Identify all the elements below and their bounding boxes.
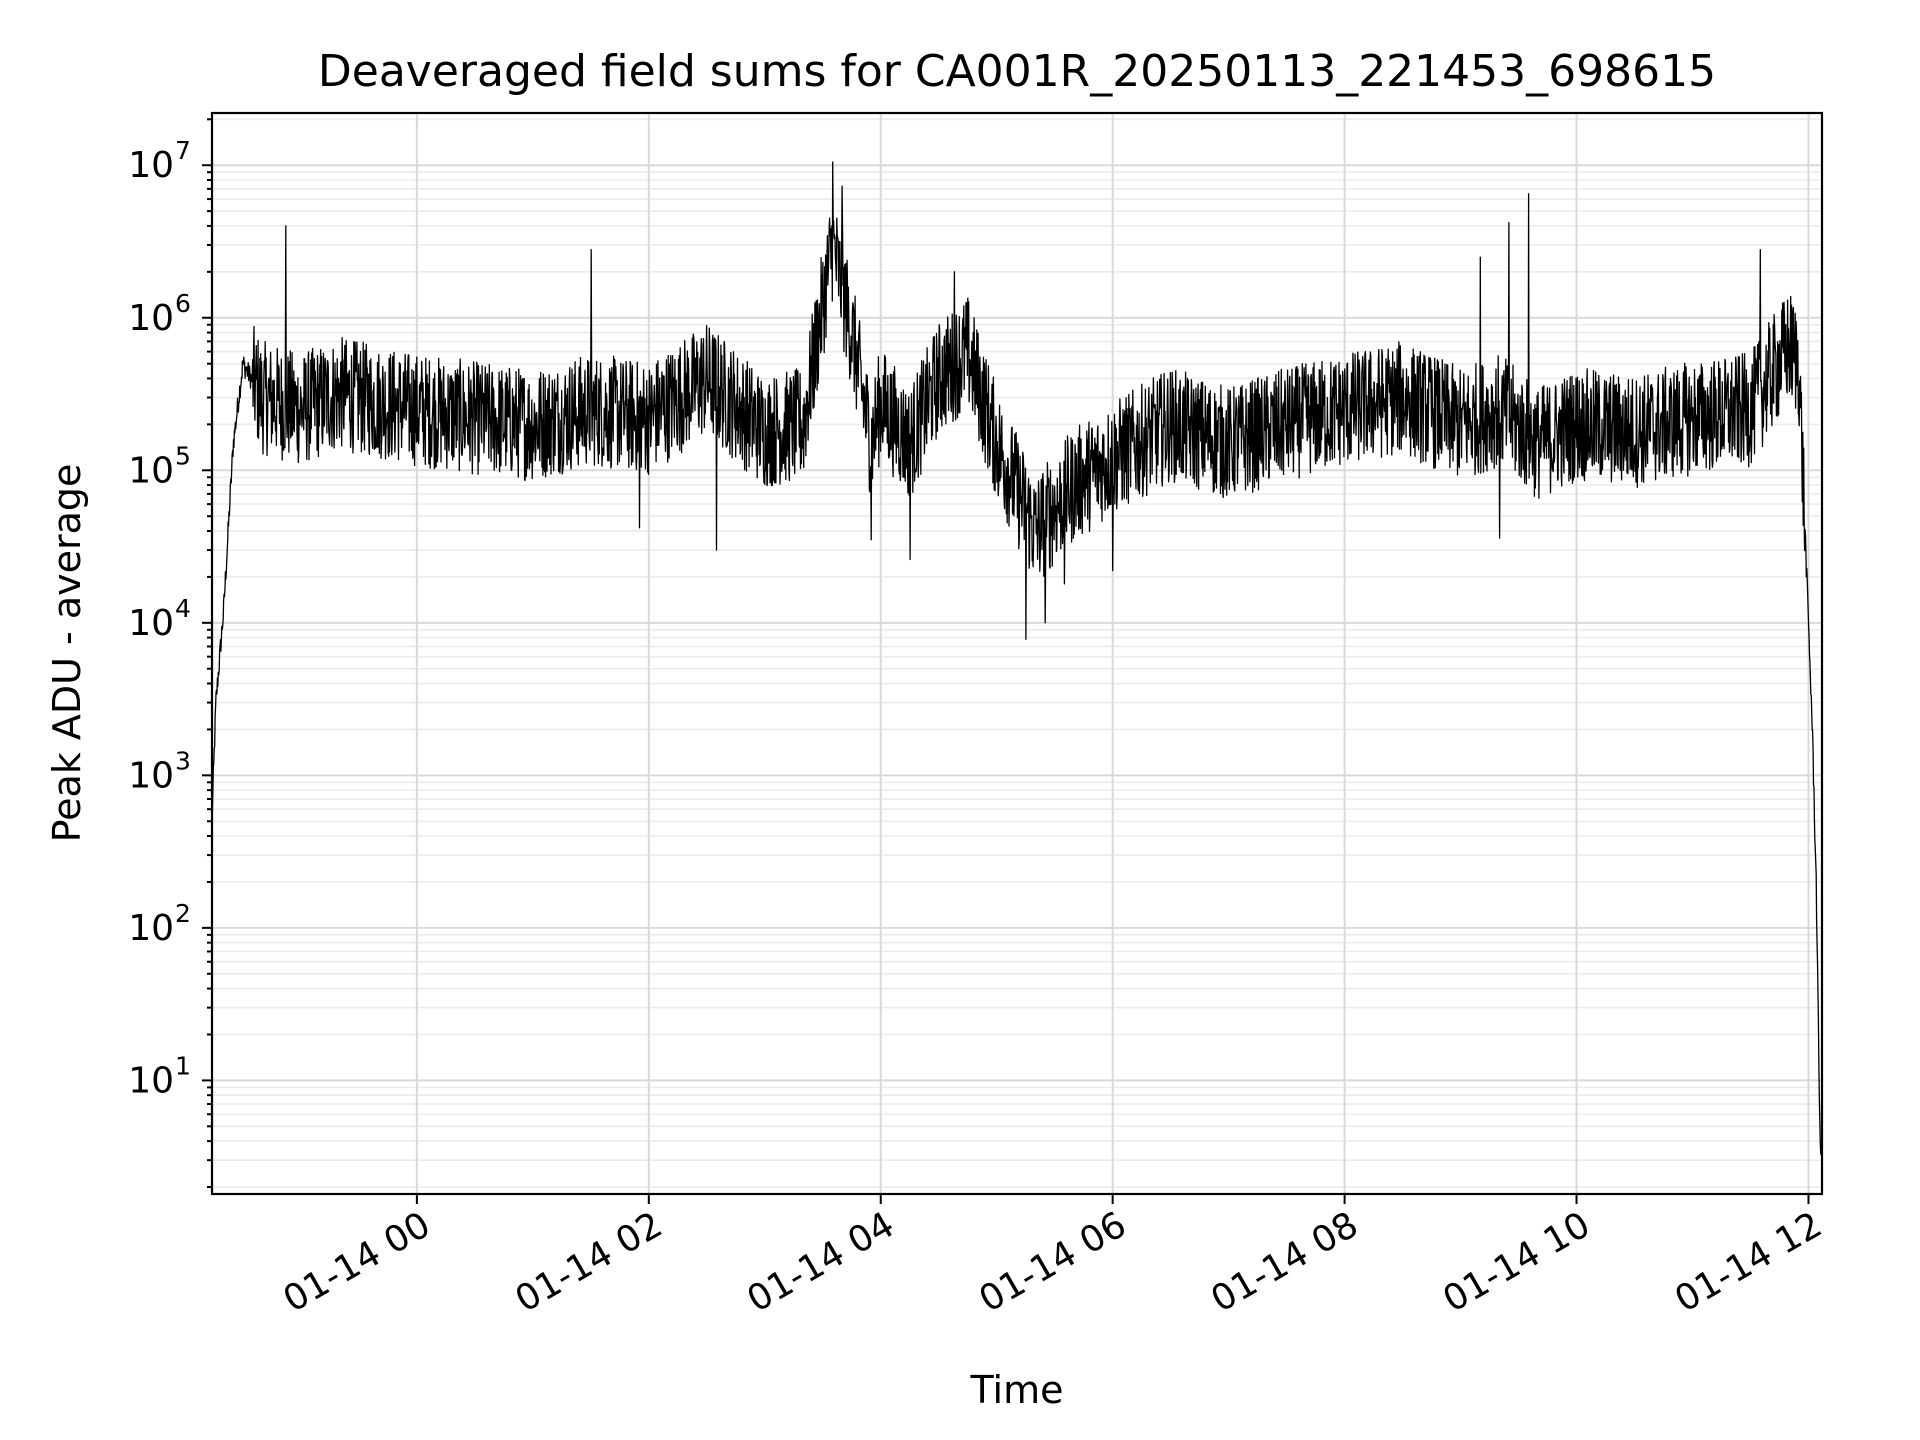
- y-tick-exponent: 2: [175, 899, 191, 928]
- y-tick-label: 10: [128, 755, 174, 796]
- y-tick-exponent: 1: [175, 1051, 191, 1080]
- y-tick-label: 10: [128, 450, 174, 491]
- chart-title: Deaveraged field sums for CA001R_2025011…: [318, 46, 1716, 97]
- grid-lines: [212, 113, 1822, 1194]
- y-tick-label: 10: [128, 145, 174, 186]
- y-tick-exponent: 6: [175, 289, 191, 318]
- y-tick-exponent: 3: [175, 746, 191, 775]
- y-axis-label: Peak ADU - average: [45, 464, 89, 843]
- y-tick-exponent: 7: [175, 136, 191, 165]
- series-group: [211, 161, 1823, 1155]
- x-axis-label: Time: [970, 1368, 1064, 1412]
- y-tick-exponent: 4: [175, 594, 191, 623]
- y-tick-label: 10: [128, 603, 174, 644]
- y-tick-label: 10: [128, 298, 174, 339]
- y-tick-exponent: 5: [175, 441, 191, 470]
- plot-frame: [210, 111, 1824, 1196]
- y-tick-label: 10: [128, 1060, 174, 1101]
- y-tick-label: 10: [128, 908, 174, 949]
- series-line: [211, 161, 1823, 1155]
